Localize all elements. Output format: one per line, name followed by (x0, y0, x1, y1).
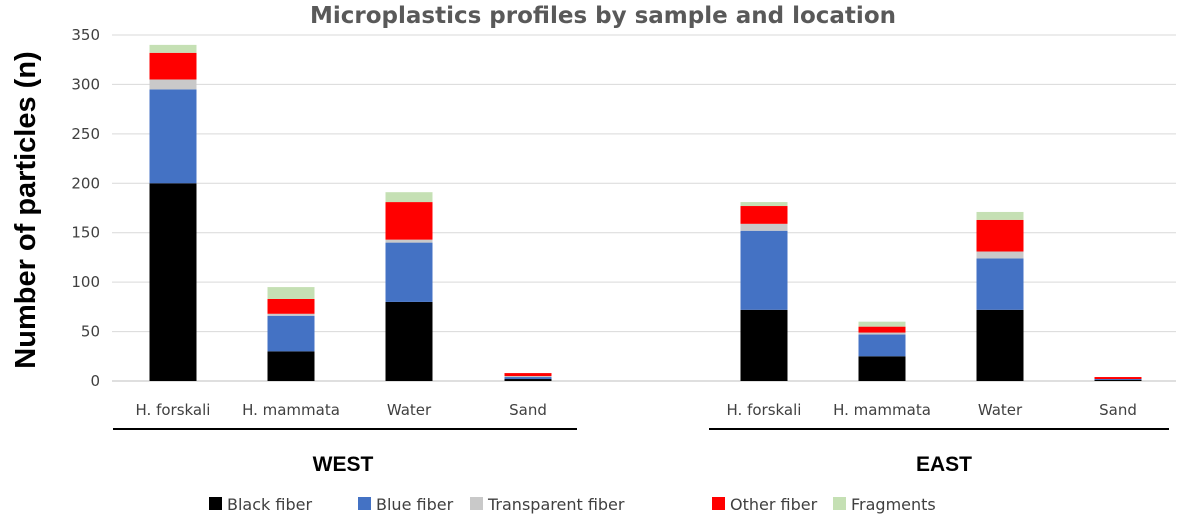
bar-segment (267, 298, 315, 314)
bar-segment (149, 79, 197, 90)
bar-segment (976, 251, 1024, 259)
bar-segment (858, 332, 906, 335)
bar-segment (1094, 379, 1142, 381)
bar-segment (504, 376, 552, 378)
legend-swatch (833, 497, 846, 510)
legend-label: Fragments (851, 495, 936, 514)
bar-segment (976, 211, 1024, 220)
bar-segment (504, 377, 552, 380)
bar-segment (976, 258, 1024, 310)
legend-swatch (358, 497, 371, 510)
bar-segment (858, 334, 906, 357)
bar-segment (1094, 377, 1142, 380)
bar-segment (267, 351, 315, 381)
bar-segment (149, 44, 197, 53)
bar-segment (858, 326, 906, 333)
bar-segment (267, 313, 315, 316)
bar-segment (149, 89, 197, 184)
legend: Black fiber Blue fiber Transparent fiber Ot… (209, 495, 936, 514)
y-axis-label: Number of particles (n) (10, 51, 42, 368)
legend-swatch (470, 497, 483, 510)
y-tick-label: 100 (71, 273, 100, 291)
bar-segment (740, 202, 788, 207)
x-tick-label: H. mammata (833, 401, 931, 419)
bar-segment (858, 356, 906, 381)
y-tick-label: 300 (71, 75, 100, 93)
y-tick-label: 200 (71, 174, 100, 192)
group-labels: WEST EAST (113, 428, 1169, 476)
x-tick-label: H. forskali (727, 401, 802, 419)
group-label: EAST (916, 453, 972, 476)
bar-segment (740, 309, 788, 381)
legend-swatch (712, 497, 725, 510)
bar-segment (149, 183, 197, 381)
y-tick-label: 250 (71, 125, 100, 143)
bar-segment (976, 219, 1024, 252)
legend-swatch (209, 497, 222, 510)
y-tick-label: 0 (90, 372, 100, 390)
y-tick-label: 50 (81, 323, 100, 341)
x-axis-ticks: H. forskali H. mammata Water Sand H. forskal… (136, 401, 1137, 419)
bar-segment (385, 192, 433, 203)
legend-label: Transparent fiber (487, 495, 625, 514)
bar-segment (267, 287, 315, 299)
x-tick-label: Sand (1099, 401, 1137, 419)
bar-segment (385, 301, 433, 381)
bar-segment (385, 239, 433, 243)
legend-label: Blue fiber (376, 495, 454, 514)
y-axis-ticks: 0 50 100 150 200 250 300 350 (71, 26, 100, 390)
group-label: WEST (313, 453, 374, 476)
bar-segment (976, 309, 1024, 381)
bar-segment (504, 379, 552, 381)
x-tick-label: Water (978, 401, 1023, 419)
chart-title: Microplastics profiles by sample and loc… (310, 3, 896, 29)
bar-segment (858, 321, 906, 327)
bar-segment (267, 315, 315, 352)
bars (149, 44, 1142, 381)
y-tick-label: 150 (71, 224, 100, 242)
x-tick-label: Sand (509, 401, 547, 419)
bar-segment (385, 202, 433, 240)
y-tick-label: 350 (71, 26, 100, 44)
x-tick-label: Water (387, 401, 432, 419)
bar-segment (740, 230, 788, 310)
bar-segment (149, 52, 197, 80)
legend-label: Other fiber (730, 495, 818, 514)
bar-segment (740, 223, 788, 231)
x-tick-label: H. forskali (136, 401, 211, 419)
bar-segment (1094, 380, 1142, 381)
x-tick-label: H. mammata (242, 401, 340, 419)
legend-label: Black fiber (227, 495, 312, 514)
bar-segment (385, 242, 433, 302)
bar-segment (504, 373, 552, 377)
bar-segment (740, 206, 788, 224)
